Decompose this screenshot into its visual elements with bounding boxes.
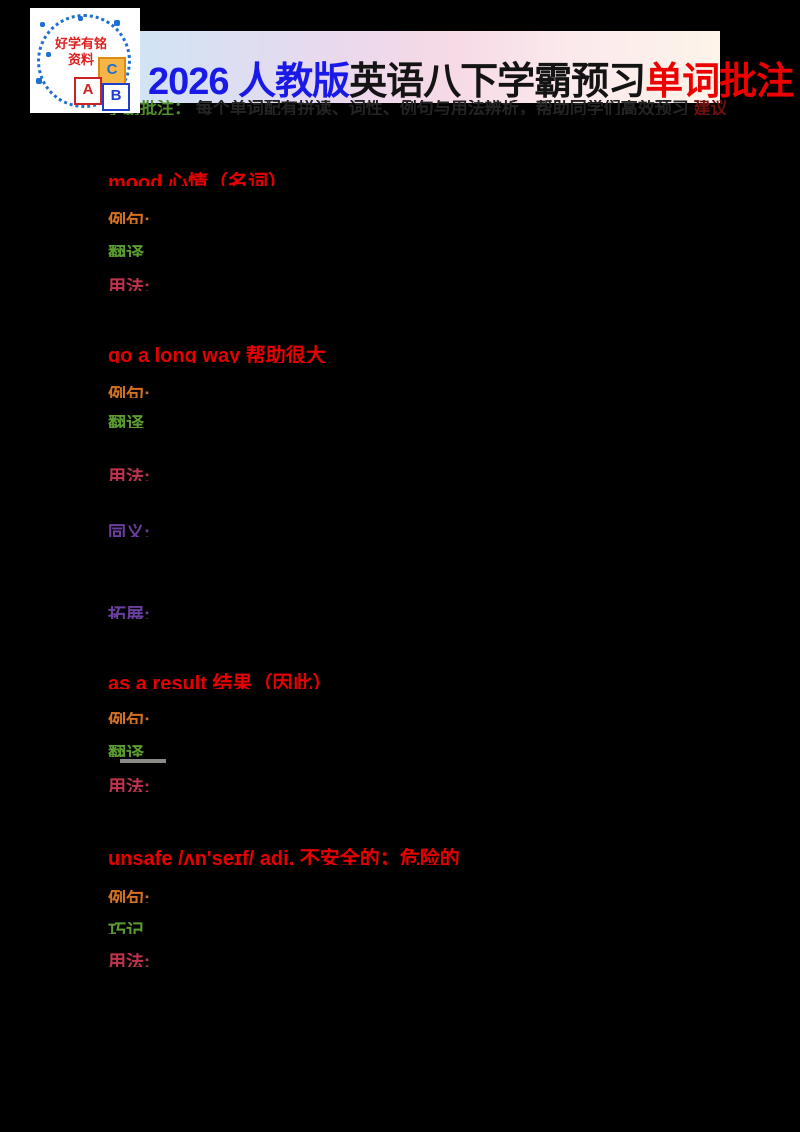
entry-item-label: 用法: — [108, 278, 150, 291]
entry-item-label: 用法: — [108, 778, 150, 792]
logo-text: 好学有铭 资料 — [30, 36, 132, 69]
qr-dot-icon — [114, 20, 120, 26]
entry-item-label: 翻译 — [108, 745, 144, 757]
title-band — [110, 31, 720, 103]
entry-item-label: 巧记 — [108, 922, 144, 934]
letter-block-c-icon: C — [98, 57, 126, 85]
qr-ring-icon — [37, 14, 131, 108]
qr-dot-icon — [78, 16, 83, 21]
page-title-year-edition: 2026 人教版 — [148, 61, 350, 103]
entry-item-label: 例句: — [108, 386, 150, 398]
entry-item-label: 例句: — [108, 212, 150, 224]
qr-dot-icon — [46, 52, 51, 57]
intro-line: 学霸批注： 每个单词配有拼读、词性、例句与用法辨析，帮助同学们高效预习 建议打印… — [106, 100, 726, 115]
underline-mark — [120, 759, 166, 763]
entry-headword: go a long way 帮助很大 — [108, 345, 326, 363]
page-title-suffix: 单词批注 — [645, 61, 794, 103]
intro-red-text: 建议打印使用 — [693, 100, 726, 115]
entry-headword: unsafe /ʌn'seɪf/ adj. 不安全的；危险的 — [108, 848, 460, 865]
entry-item-label: 翻译 — [108, 245, 144, 257]
entry-item-label: 同义: — [108, 524, 150, 537]
entry-item-label: 例句: — [108, 890, 150, 903]
entry-item-label: 用法: — [108, 953, 150, 967]
page-title-subject: 英语八下学霸预习 — [349, 61, 646, 103]
intro-black-text: 每个单词配有拼读、词性、例句与用法辨析，帮助同学们高效预习 — [195, 100, 689, 115]
qr-dot-icon — [36, 78, 42, 84]
entry-item-label: 用法: — [108, 468, 150, 481]
entry-headword: mood 心情（名词） — [108, 172, 288, 186]
logo-text-line1: 好学有铭 — [54, 36, 107, 51]
entry-item-label: 拓展: — [108, 606, 150, 619]
qr-dot-icon — [40, 22, 45, 27]
entry-headword: as a result 结果（因此） — [108, 673, 333, 689]
entry-item-label: 翻译 — [108, 415, 144, 428]
page-title: 2026 人教版英语八下学霸预习单词批注 — [148, 50, 794, 105]
letter-block-a-icon: A — [74, 77, 102, 105]
logo-text-line2: 资料 — [67, 52, 94, 68]
entry-item-label: 例句: — [108, 712, 150, 724]
brand-logo: 好学有铭 资料 C A B — [30, 8, 140, 113]
letter-block-b-icon: B — [102, 83, 130, 111]
